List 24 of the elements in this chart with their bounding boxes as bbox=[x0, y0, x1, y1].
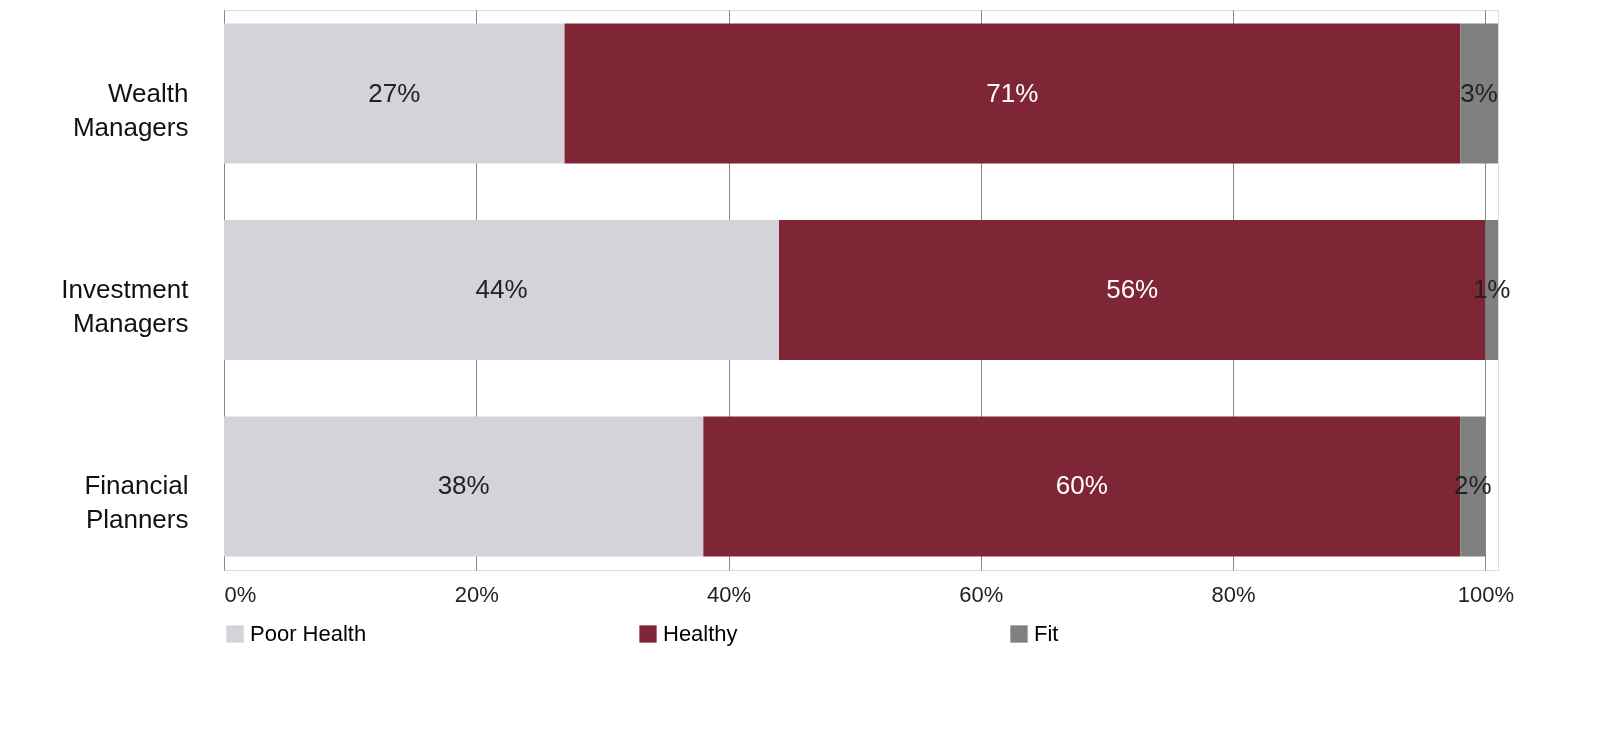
y-tick-label: Wealth Managers bbox=[72, 77, 189, 142]
x-tick-label: 100% bbox=[1457, 581, 1515, 607]
x-tick-label: 0% bbox=[224, 581, 257, 607]
data-label: 44% bbox=[475, 274, 528, 304]
legend-label: Poor Health bbox=[250, 621, 367, 646]
x-tick-label: 20% bbox=[454, 581, 499, 607]
data-label: 71% bbox=[986, 77, 1039, 108]
bar bbox=[224, 220, 780, 360]
bar bbox=[564, 23, 1461, 164]
data-label: 38% bbox=[437, 470, 490, 501]
x-tick-label: 60% bbox=[959, 581, 1004, 607]
x-tick-label: 40% bbox=[707, 581, 752, 607]
data-label: 3% bbox=[1460, 77, 1498, 108]
bar bbox=[224, 416, 704, 557]
y-tick-label: Financial Planners bbox=[84, 470, 189, 535]
y-tick-label: Investment Managers bbox=[61, 274, 190, 338]
x-tick-label: 80% bbox=[1211, 581, 1256, 607]
data-label: 27% bbox=[368, 77, 421, 108]
bar bbox=[224, 23, 565, 164]
data-label: 56% bbox=[1106, 274, 1159, 304]
data-label: 60% bbox=[1055, 470, 1108, 501]
data-label: 1% bbox=[1472, 274, 1511, 304]
legend-label: Healthy bbox=[663, 621, 738, 646]
legend-label: Fit bbox=[1034, 621, 1059, 646]
